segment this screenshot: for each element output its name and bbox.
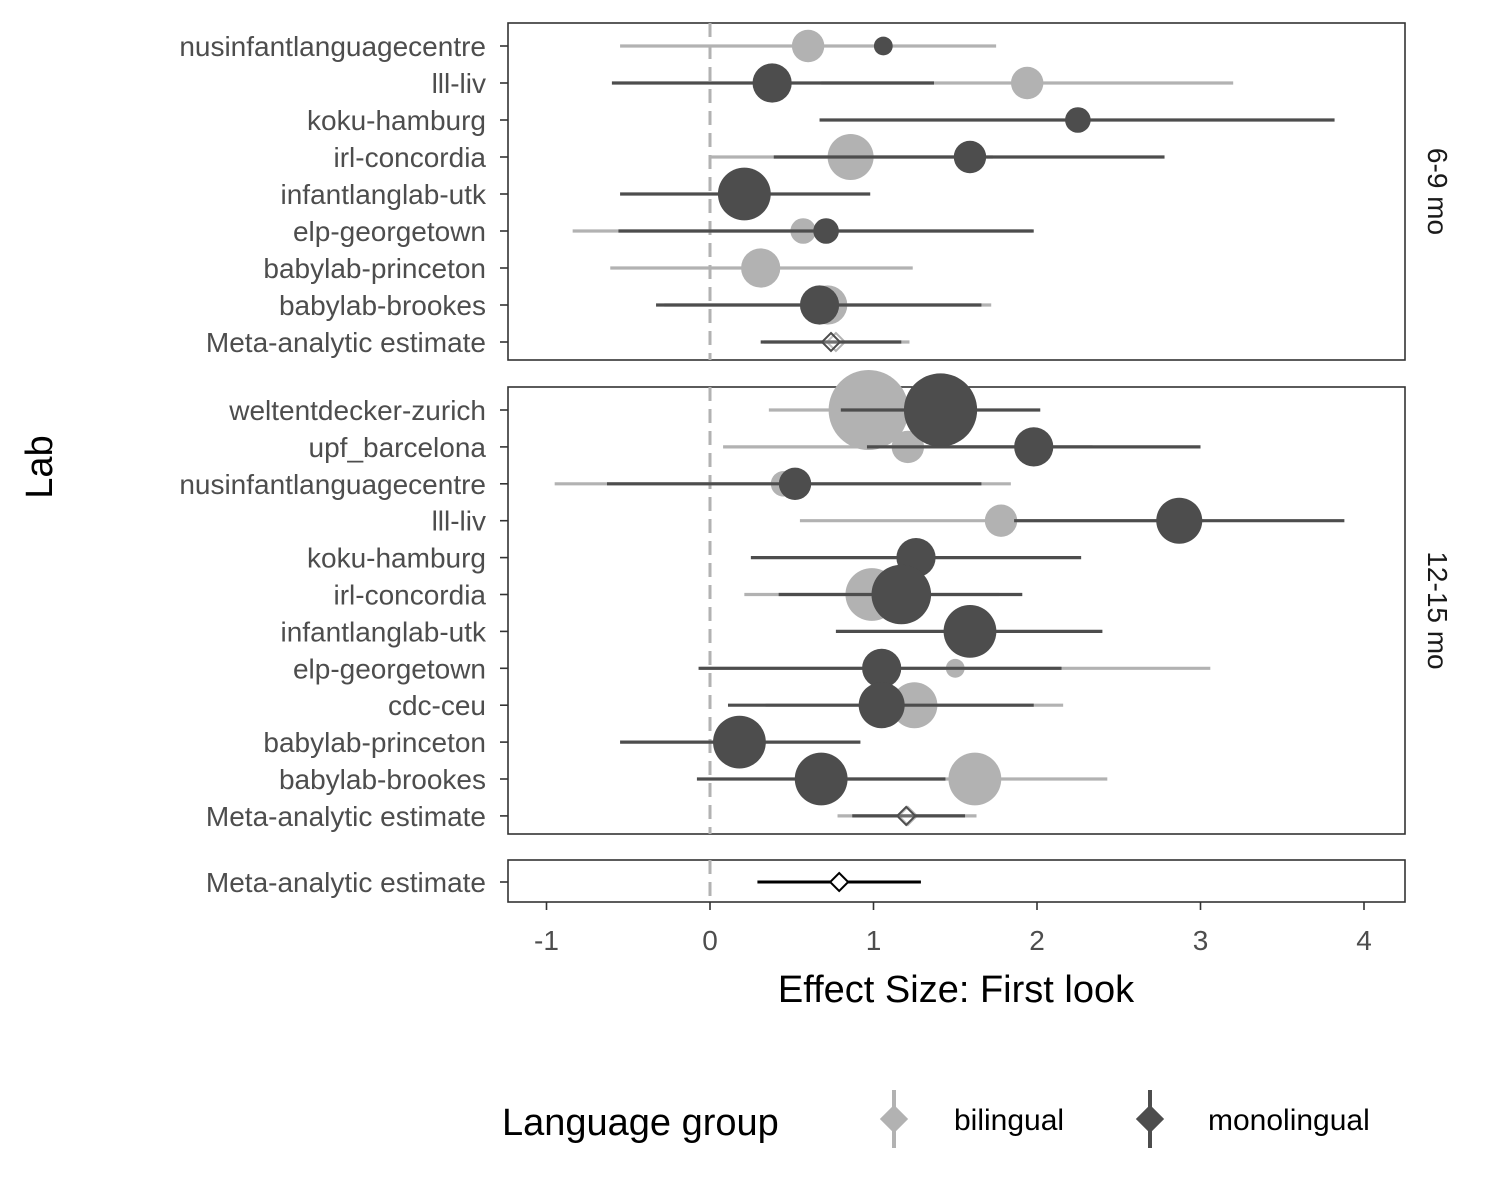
monolingual-point-weltentdecker-zurich <box>903 373 978 447</box>
monolingual-point-infantlanglab-utk <box>943 605 997 658</box>
panel-border <box>507 859 1406 903</box>
x-axis: -1 0 1 2 3 4 <box>534 902 1372 956</box>
monolingual-point-irl-concordia <box>953 140 987 174</box>
monolingual-point-babylab-brookes <box>799 285 840 325</box>
monolingual-point-upf-barcelona <box>1014 427 1054 467</box>
legend-key-bilingual <box>879 1090 909 1148</box>
bilingual-point-nusinfantlanguagecentre <box>791 29 825 63</box>
monolingual-point-babylab-brookes <box>794 752 848 806</box>
strip-label: 6-9 mo <box>1422 148 1453 235</box>
x-axis-title: Effect Size: First look <box>778 969 1135 1011</box>
bilingual-point-babylab-princeton <box>741 248 781 288</box>
panel-2: weltentdecker-zurich upf_barcelonanusinfa… <box>179 370 1453 835</box>
y-tick-label-babylab-brookes: babylab-brookes <box>279 290 486 321</box>
x-tick-label: 3 <box>1193 925 1209 956</box>
bilingual-point-babylab-brookes <box>948 752 1002 806</box>
overall-meta-diamond <box>828 871 850 893</box>
legend-title: Language group <box>502 1102 779 1144</box>
legend: Language group bilingual monolingual <box>502 1090 1370 1148</box>
panel-3: Meta-analytic estimate <box>206 859 1406 903</box>
y-tick-label-lll-liv: lll-liv <box>432 68 486 99</box>
y-tick-label-meta-analytic-estimate: Meta-analytic estimate <box>206 801 486 832</box>
y-tick-label-elp-georgetown: elp-georgetown <box>293 216 486 247</box>
monolingual-point-elp-georgetown <box>813 218 839 244</box>
panel-1: nusinfantlanguagecentre lll-liv koku-hambu… <box>179 22 1453 361</box>
y-axis-title: Lab <box>19 435 61 498</box>
y-tick-label-meta-analytic-estimate: Meta-analytic estimate <box>206 867 486 898</box>
y-tick-label-infantlanglab-utk: infantlanglab-utk <box>281 616 487 647</box>
y-tick-label-nusinfantlanguagecentre: nusinfantlanguagecentre <box>179 469 486 500</box>
monolingual-point-babylab-princeton <box>713 715 766 769</box>
y-tick-label-elp-georgetown: elp-georgetown <box>293 653 486 684</box>
y-tick-label-irl-concordia: irl-concordia <box>334 142 487 173</box>
y-tick-label-babylab-brookes: babylab-brookes <box>279 764 486 795</box>
x-tick-label: -1 <box>534 925 559 956</box>
y-tick-label-lll-liv: lll-liv <box>432 506 486 537</box>
legend-key-bilingual-diamond <box>879 1104 909 1134</box>
monolingual-point-lll-liv <box>752 63 792 103</box>
y-tick-label-babylab-princeton: babylab-princeton <box>263 727 486 758</box>
y-tick-label-cdc-ceu: cdc-ceu <box>388 690 486 721</box>
legend-key-monolingual <box>1135 1090 1165 1148</box>
legend-label-monolingual: monolingual <box>1208 1104 1370 1137</box>
legend-key-monolingual-diamond <box>1135 1104 1165 1134</box>
monolingual-point-nusinfantlanguagecentre <box>873 36 893 56</box>
x-tick-label: 2 <box>1029 925 1045 956</box>
y-tick-label-babylab-princeton: babylab-princeton <box>263 253 486 284</box>
bilingual-point-lll-liv <box>1010 66 1044 100</box>
x-tick-label: 1 <box>866 925 882 956</box>
monolingual-point-irl-concordia <box>871 564 932 625</box>
y-tick-label-nusinfantlanguagecentre: nusinfantlanguagecentre <box>179 31 486 62</box>
strip-label: 12-15 mo <box>1422 551 1453 669</box>
y-tick-label-meta-analytic-estimate: Meta-analytic estimate <box>206 327 486 358</box>
y-tick-label-koku-hamburg: koku-hamburg <box>307 543 486 574</box>
monolingual-meta-diamond <box>895 805 917 827</box>
y-tick-label-koku-hamburg: koku-hamburg <box>307 105 486 136</box>
panel-border <box>507 22 1406 361</box>
monolingual-meta-diamond <box>820 331 842 353</box>
x-tick-label: 0 <box>702 925 718 956</box>
monolingual-point-infantlanglab-utk <box>717 167 771 221</box>
monolingual-point-elp-georgetown <box>862 648 902 688</box>
y-tick-label-upf-barcelona: upf_barcelona <box>309 432 487 463</box>
x-tick-label: 4 <box>1356 925 1372 956</box>
y-tick-label-weltentdecker-zurich: weltentdecker-zurich <box>228 395 486 426</box>
monolingual-point-nusinfantlanguagecentre <box>778 467 812 500</box>
bilingual-point-lll-liv <box>984 504 1018 537</box>
monolingual-point-lll-liv <box>1156 497 1203 544</box>
monolingual-point-cdc-ceu <box>858 682 905 729</box>
monolingual-point-koku-hamburg <box>1065 107 1091 133</box>
legend-label-bilingual: bilingual <box>954 1104 1064 1137</box>
y-tick-label-infantlanglab-utk: infantlanglab-utk <box>281 179 487 210</box>
y-tick-label-irl-concordia: irl-concordia <box>334 580 487 611</box>
